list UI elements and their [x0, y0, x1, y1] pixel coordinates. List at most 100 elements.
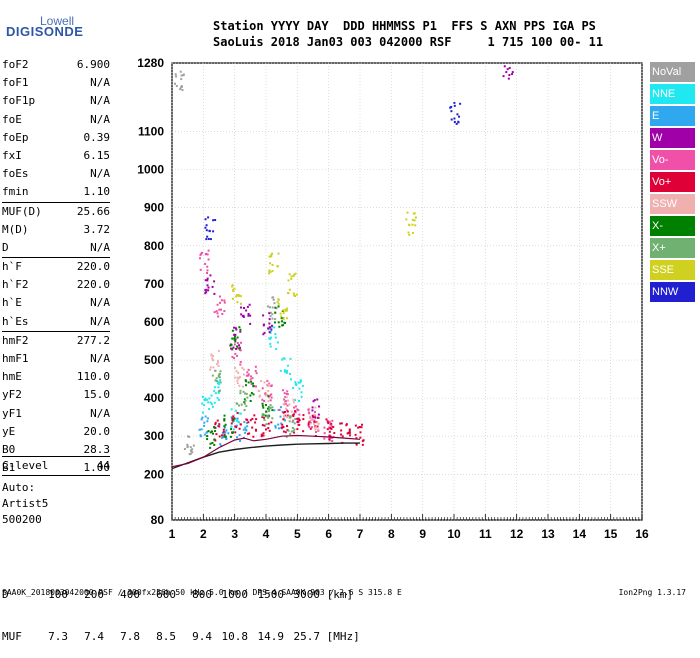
echo-point-nne: [201, 395, 204, 398]
echo-point-xminus: [265, 410, 268, 413]
echo-point-nne: [299, 381, 302, 384]
echo-point-xplus: [263, 418, 266, 421]
echo-point-nne: [204, 397, 207, 400]
echo-point-e: [225, 437, 228, 440]
echo-point-w: [312, 400, 315, 403]
echo-point-ssw: [288, 415, 291, 418]
echo-point-ssw: [314, 427, 317, 430]
echo-point-xminus: [250, 392, 253, 395]
echo-point-ssw: [292, 401, 295, 404]
echo-point-xminus: [223, 419, 226, 422]
echo-point-vominus: [200, 251, 203, 254]
echo-point-e: [279, 415, 282, 418]
y-tick-label: 800: [144, 239, 164, 253]
param-row: foEs N/A: [2, 165, 110, 183]
echo-point-voplus: [348, 428, 351, 431]
echo-point-w: [247, 314, 250, 317]
echo-point-voplus: [267, 427, 270, 430]
echo-point-xminus: [236, 336, 239, 339]
echo-point-xminus: [238, 326, 241, 329]
param-group-profile: hmF2 277.2 hmF1 N/A hmE 110.0 yF2 15.0 yF1 N/A yE 2…: [2, 332, 110, 478]
echo-point-e: [238, 434, 241, 437]
echo-point-voplus: [345, 424, 348, 427]
echo-point-nne: [217, 386, 220, 389]
echo-point-e: [280, 422, 283, 425]
echo-point-xplus: [243, 402, 246, 405]
echo-point-nne: [274, 333, 277, 336]
echo-point-w: [317, 413, 320, 416]
x-tick-label: 5: [294, 527, 301, 541]
echo-point-voplus: [215, 433, 218, 436]
echo-point-ssw: [309, 422, 312, 425]
echo-point-e: [221, 436, 224, 439]
echo-point-xplus: [288, 420, 291, 423]
echo-point-w: [248, 303, 251, 306]
echo-point-sse: [406, 211, 409, 214]
echo-point-nne: [294, 381, 297, 384]
echo-point-nne: [286, 364, 289, 367]
echo-point-vominus: [308, 412, 311, 415]
echo-point-vominus: [309, 416, 312, 419]
legend-item-e: E: [650, 106, 695, 126]
echo-point-sse: [414, 216, 417, 219]
echo-point-xplus: [235, 402, 238, 405]
legend-item-vominus: Vo-: [650, 150, 695, 170]
echo-point-vominus: [297, 409, 300, 412]
param-value: 6.15: [83, 148, 111, 162]
echo-point-xplus: [245, 405, 248, 408]
param-label: yE: [2, 424, 16, 438]
echo-point-vominus: [205, 252, 208, 255]
echo-point-vominus: [213, 311, 216, 314]
echo-point-vominus: [283, 398, 286, 401]
echo-point-noval: [175, 85, 178, 88]
echo-point-e: [223, 426, 226, 429]
echo-point-voplus: [292, 415, 295, 418]
param-label: B1: [2, 461, 16, 475]
y-tick-label: 200: [144, 467, 164, 481]
echo-point-e: [200, 428, 203, 431]
echo-point-ssw: [260, 380, 263, 383]
echo-point-nne: [235, 419, 238, 422]
echo-point-voplus: [270, 421, 273, 424]
echo-point-e: [273, 409, 276, 412]
echo-point-ssw: [237, 371, 240, 374]
echo-point-nnw: [214, 218, 217, 221]
echo-point-w: [233, 333, 236, 336]
footer-version: Ion2Png 1.3.17: [618, 588, 686, 597]
echo-point-noval: [174, 73, 177, 76]
echo-point-e: [242, 428, 245, 431]
echo-point-vominus: [296, 408, 299, 411]
echo-point-w: [267, 327, 270, 330]
echo-point-xminus: [223, 418, 226, 421]
echo-point-nnw: [212, 230, 215, 233]
echo-point-voplus: [349, 434, 352, 437]
echo-point-voplus: [286, 429, 289, 432]
echo-point-vominus: [220, 308, 223, 311]
echo-point-nnw: [205, 229, 208, 232]
echo-point-nne: [275, 347, 278, 350]
echo-point-nne: [269, 345, 272, 348]
x-tick-label: 6: [325, 527, 332, 541]
echo-point-ssw: [314, 428, 317, 431]
echo-point-ssw: [242, 368, 245, 371]
echo-point-noval: [186, 446, 189, 449]
echo-point-voplus: [296, 420, 299, 423]
echo-point-voplus: [282, 418, 285, 421]
param-value: N/A: [90, 296, 110, 310]
echo-point-nne: [217, 380, 220, 383]
echo-point-ssw: [283, 414, 286, 417]
echo-point-w: [240, 306, 243, 309]
echo-point-xplus: [239, 392, 242, 395]
echo-point-nnw: [453, 117, 456, 120]
echo-point-noval: [179, 88, 182, 91]
echo-point-sse: [277, 252, 280, 255]
param-divider: [2, 257, 110, 259]
echo-point-voplus: [262, 432, 265, 435]
echo-point-voplus: [325, 418, 328, 421]
echo-point-nne: [219, 379, 222, 382]
echo-point-noval: [191, 448, 194, 451]
echo-point-ssw: [313, 423, 316, 426]
echo-point-w: [311, 406, 314, 409]
echo-point-ssw: [234, 366, 237, 369]
echo-point-voplus: [231, 418, 234, 421]
